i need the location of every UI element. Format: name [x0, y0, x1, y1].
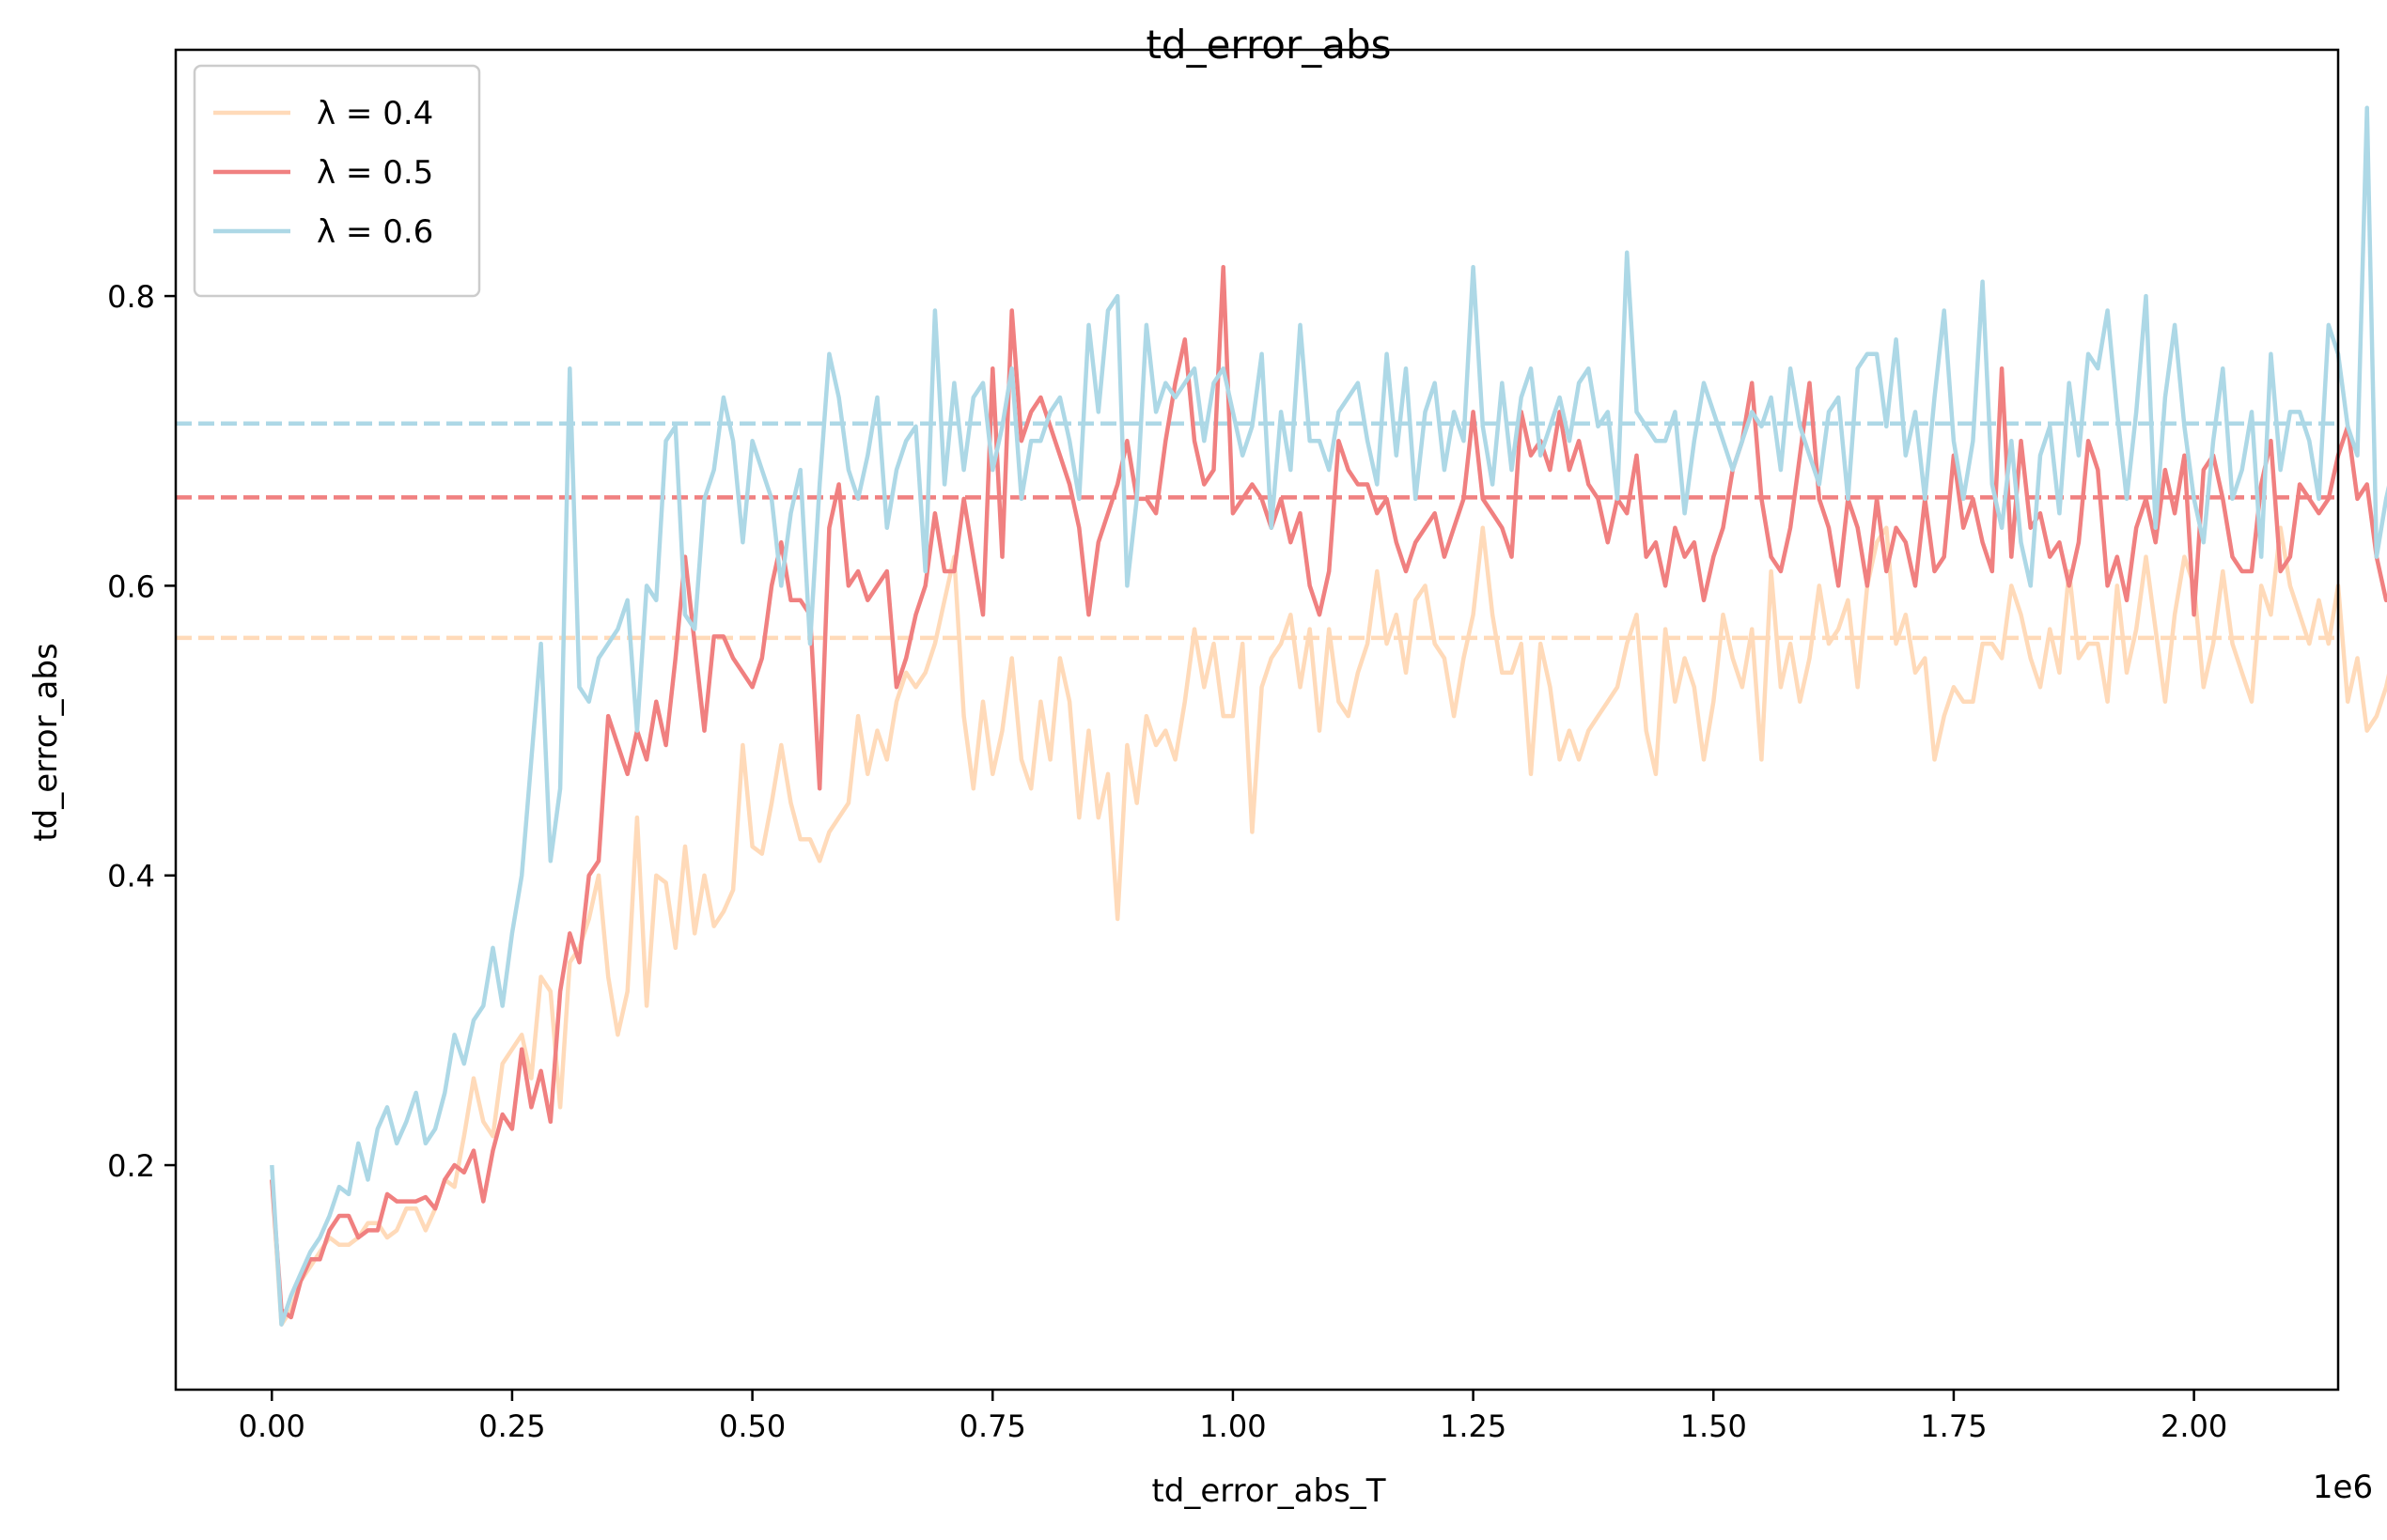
x-tick-label: 0.50 — [719, 1408, 786, 1444]
axes-frame — [174, 48, 2340, 1392]
x-tick-label: 1.50 — [1680, 1408, 1747, 1444]
y-tick-label: 0.8 — [107, 279, 155, 315]
y-tick-label: 0.2 — [107, 1148, 155, 1184]
legend-label-3: λ = 0.6 — [317, 213, 433, 251]
legend-label-2: λ = 0.5 — [317, 154, 433, 192]
x-axis-offset-label: 1e6 — [2313, 1469, 2373, 1506]
y-axis-label: td_error_abs — [27, 643, 65, 841]
x-tick-label: 0.75 — [959, 1408, 1026, 1444]
series-line-1 — [270, 525, 2387, 1327]
series-line-2 — [270, 264, 2387, 1320]
x-tick-label: 0.00 — [239, 1408, 305, 1444]
x-tick-label: 1.75 — [1920, 1408, 1987, 1444]
y-tick-label: 0.6 — [107, 568, 155, 604]
legend-label-1: λ = 0.4 — [317, 95, 433, 132]
series-line-3 — [270, 105, 2387, 1327]
x-tick-label: 0.25 — [478, 1408, 545, 1444]
legend: λ = 0.4 λ = 0.5 λ = 0.6 — [193, 64, 481, 298]
x-axis-label: td_error_abs_T — [1151, 1472, 1385, 1510]
y-tick-label: 0.4 — [107, 859, 155, 894]
x-tick-label: 2.00 — [2161, 1408, 2227, 1444]
x-tick-label: 1.00 — [1199, 1408, 1266, 1444]
chart-title: td_error_abs — [1146, 22, 1391, 68]
axes: 0.00 0.25 0.50 0.75 1.00 1.25 1.50 1.75 2.00 0.2 0… — [107, 48, 2340, 1444]
legend-box — [193, 64, 481, 298]
plot-area — [176, 105, 2387, 1327]
x-tick-label: 1.25 — [1440, 1408, 1506, 1444]
